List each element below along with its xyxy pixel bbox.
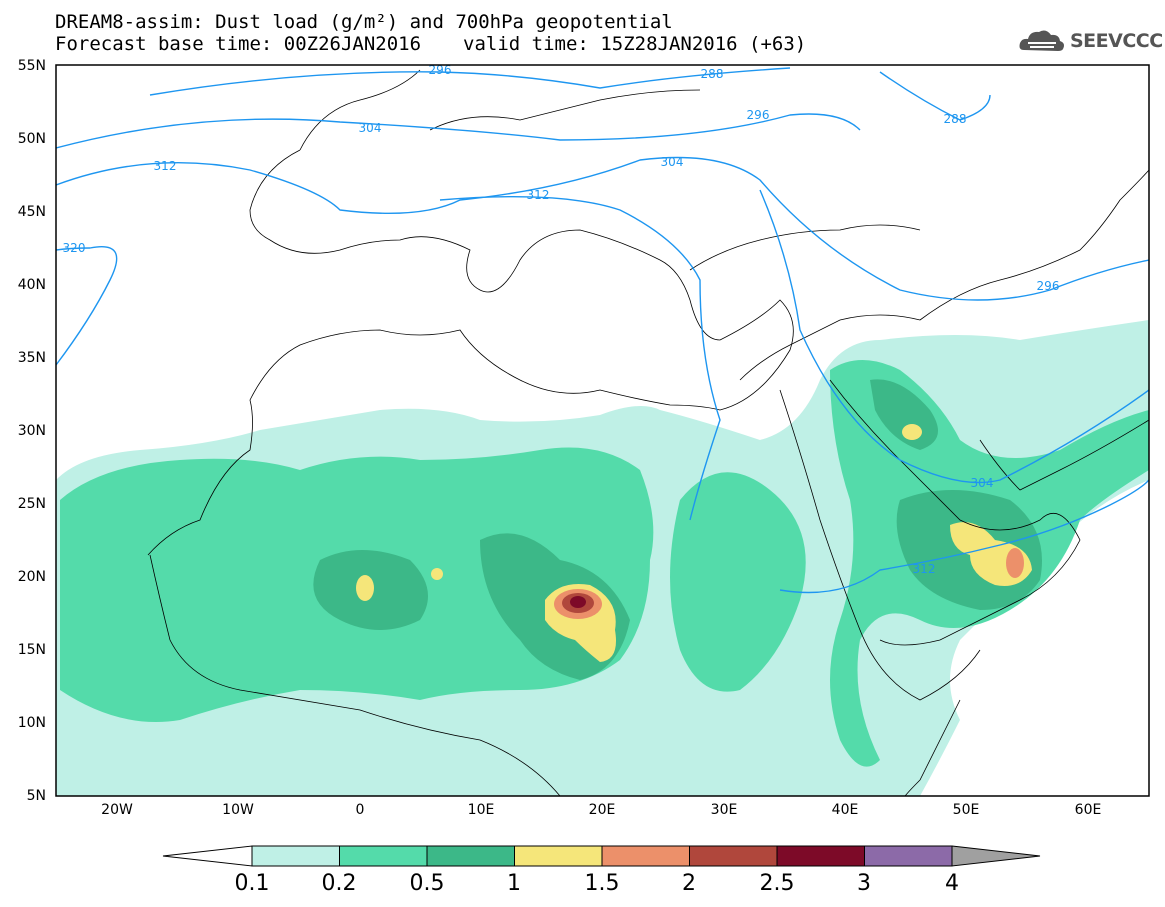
contour-line — [439, 195, 721, 521]
coastline — [147, 149, 794, 556]
contour-label: 312 — [154, 159, 177, 173]
dust-region-yellow — [356, 575, 374, 601]
contour-label: 304 — [971, 476, 994, 490]
contour-line — [779, 479, 1149, 594]
map-frame — [55, 64, 1150, 797]
contour-label: 304 — [661, 155, 684, 169]
chart-subtitle: Forecast base time: 00Z26JAN2016 valid ti… — [55, 34, 806, 54]
cloud-logo-icon — [1019, 30, 1064, 51]
colorbar-label: 1 — [507, 871, 521, 896]
colorbar-swatch — [514, 845, 603, 867]
lon-tick-label: 20E — [589, 802, 616, 818]
lon-tick-label: 40E — [832, 802, 859, 818]
lon-tick-label: 50E — [953, 802, 980, 818]
lat-tick-label: 30N — [18, 423, 46, 439]
contour-line — [149, 67, 791, 96]
dust-region-maroon — [570, 596, 586, 608]
dust-region-yellow — [902, 424, 922, 440]
valid-time: valid time: 15Z28JAN2016 (+63) — [463, 33, 807, 55]
colorbar-arrow-left — [162, 845, 253, 867]
contour-label: 304 — [359, 121, 382, 135]
colorbar-label: 0.2 — [321, 871, 357, 896]
contour-line — [56, 113, 861, 149]
contour-line — [56, 246, 118, 366]
contour-labels: 296 288 296 288 304 304 312 312 320 296 … — [63, 63, 1060, 576]
lon-tick-label: 10E — [468, 802, 495, 818]
coastline — [779, 389, 981, 701]
geopotential-contours — [56, 67, 1149, 594]
colorbar-label: 1.5 — [584, 871, 620, 896]
dust-fields — [56, 320, 1149, 796]
colorbar-label: 2.5 — [759, 871, 795, 896]
colorbar-label: 3 — [857, 871, 871, 896]
colorbar-swatch — [689, 845, 778, 867]
colorbar-swatch — [251, 845, 340, 867]
colorbar-swatch — [864, 845, 953, 867]
coastline — [689, 224, 921, 271]
colorbar-swatch — [339, 845, 428, 867]
lat-tick-label: 5N — [27, 788, 46, 804]
lat-tick-label: 15N — [18, 642, 46, 658]
lon-tick-label: 0 — [356, 802, 365, 818]
coastline — [904, 699, 961, 796]
contour-label: 288 — [701, 67, 724, 81]
lon-tick-label: 30E — [711, 802, 738, 818]
contour-line — [759, 189, 1149, 484]
coastline — [149, 554, 561, 796]
contour-label: 296 — [429, 63, 452, 77]
coastline — [979, 419, 1149, 491]
lat-axis: 55N 50N 45N 40N 35N 30N 25N 20N 15N 10N … — [18, 58, 46, 804]
contour-label: 296 — [747, 108, 770, 122]
contour-label: 288 — [944, 112, 967, 126]
lat-tick-label: 55N — [18, 58, 46, 74]
contour-label: 320 — [63, 241, 86, 255]
lat-tick-label: 40N — [18, 277, 46, 293]
colorbar-label: 0.5 — [409, 871, 445, 896]
colorbar-swatch — [601, 845, 690, 867]
lon-axis: 20W 10W 0 10E 20E 30E 40E 50E 60E — [101, 802, 1101, 818]
lat-tick-label: 45N — [18, 204, 46, 220]
colorbar-label: 0.1 — [234, 871, 270, 896]
seevccc-logo: SEEVCCC — [1018, 26, 1163, 56]
lon-tick-label: 10W — [222, 802, 254, 818]
base-time: Forecast base time: 00Z26JAN2016 — [55, 33, 422, 55]
colorbar-swatch — [426, 845, 515, 867]
lat-tick-label: 25N — [18, 496, 46, 512]
contour-line — [56, 156, 1149, 301]
contour-line — [879, 71, 991, 121]
logo-text: SEEVCCC — [1070, 30, 1163, 52]
colorbar-label: 2 — [682, 871, 696, 896]
colorbar-arrow-right — [951, 845, 1041, 867]
lon-tick-label: 60E — [1075, 802, 1102, 818]
colorbar-label: 4 — [945, 871, 959, 896]
colorbar-swatch — [776, 845, 865, 867]
contour-label: 312 — [527, 188, 550, 202]
lon-tick-label: 20W — [101, 802, 133, 818]
contour-label: 312 — [913, 562, 936, 576]
colorbar — [162, 845, 1041, 867]
dust-region-medium — [670, 472, 806, 692]
coastline — [299, 69, 701, 151]
chart-title: DREAM8-assim: Dust load (g/m²) and 700hP… — [55, 11, 673, 33]
lat-tick-label: 20N — [18, 569, 46, 585]
lat-tick-label: 10N — [18, 715, 46, 731]
dust-region-yellow — [431, 568, 443, 580]
dust-region-orange — [1006, 548, 1024, 578]
lat-tick-label: 50N — [18, 131, 46, 147]
lat-tick-label: 35N — [18, 350, 46, 366]
contour-label: 296 — [1037, 279, 1060, 293]
